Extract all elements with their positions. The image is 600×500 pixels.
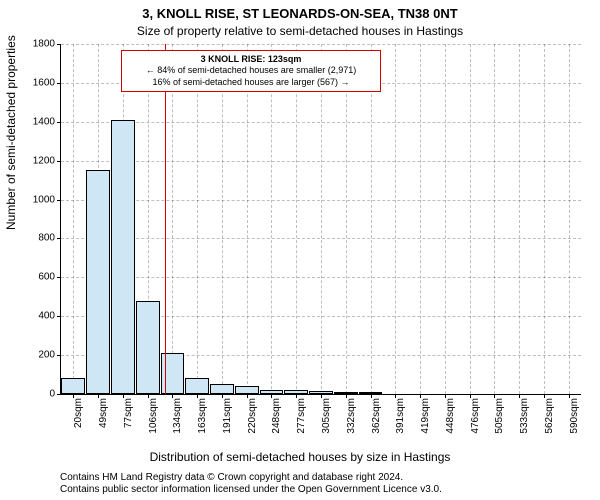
histogram-bar <box>210 384 234 394</box>
xtick-label: 419sqm <box>420 398 431 434</box>
xtick-label: 49sqm <box>98 398 109 428</box>
histogram-bar <box>359 392 383 394</box>
ytick <box>57 161 61 162</box>
gridline-v <box>494 44 495 394</box>
ytick <box>57 122 61 123</box>
xtick-label: 134sqm <box>172 398 183 434</box>
ytick-label: 1600 <box>33 77 55 88</box>
ytick-label: 200 <box>38 350 55 361</box>
histogram-bar <box>260 390 284 394</box>
histogram-bar <box>61 378 85 394</box>
xtick-label: 305sqm <box>321 398 332 434</box>
caption-line1: Contains HM Land Registry data © Crown c… <box>60 472 442 484</box>
chart-plot-area: 02004006008001000120014001600180020sqm49… <box>60 44 581 395</box>
ytick <box>57 200 61 201</box>
ytick-label: 400 <box>38 311 55 322</box>
xtick-label: 191sqm <box>222 398 233 434</box>
gridline-v <box>445 44 446 394</box>
xtick-label: 391sqm <box>395 398 406 434</box>
xtick-label: 533sqm <box>519 398 530 434</box>
chart-title-line2: Size of property relative to semi-detach… <box>0 24 600 38</box>
chart-title-line1: 3, KNOLL RISE, ST LEONARDS-ON-SEA, TN38 … <box>0 6 600 21</box>
xtick-label: 248sqm <box>271 398 282 434</box>
xtick-label: 505sqm <box>494 398 505 434</box>
gridline-v <box>346 44 347 394</box>
xtick-label: 476sqm <box>470 398 481 434</box>
gridline-v <box>222 44 223 394</box>
xtick-label: 220sqm <box>247 398 258 434</box>
ytick-label: 1400 <box>33 116 55 127</box>
xtick-label: 163sqm <box>197 398 208 434</box>
histogram-bar <box>111 120 135 394</box>
xtick-label: 277sqm <box>296 398 307 434</box>
histogram-bar <box>136 301 160 394</box>
histogram-bar <box>86 170 110 394</box>
ytick-label: 800 <box>38 233 55 244</box>
ytick-label: 1000 <box>33 194 55 205</box>
gridline-v <box>197 44 198 394</box>
gridline-v <box>296 44 297 394</box>
reference-line <box>165 44 166 394</box>
xtick-label: 448sqm <box>445 398 456 434</box>
gridline-v <box>247 44 248 394</box>
xtick-label: 332sqm <box>346 398 357 434</box>
histogram-bar <box>309 391 333 394</box>
caption-line2: Contains public sector information licen… <box>60 484 442 496</box>
ytick-label: 1800 <box>33 39 55 50</box>
gridline-v <box>544 44 545 394</box>
xtick-label: 77sqm <box>123 398 134 428</box>
ytick <box>57 238 61 239</box>
ytick <box>57 44 61 45</box>
gridline-v <box>73 44 74 394</box>
gridline-v <box>271 44 272 394</box>
histogram-bar <box>284 390 308 394</box>
histogram-bar <box>185 378 209 394</box>
histogram-bar <box>334 392 358 394</box>
annotation-line2: ← 84% of semi-detached houses are smalle… <box>128 65 374 76</box>
xtick-label: 590sqm <box>569 398 580 434</box>
y-axis-label: Number of semi-detached properties <box>4 35 18 230</box>
annotation-box: 3 KNOLL RISE: 123sqm← 84% of semi-detach… <box>121 50 381 92</box>
ytick <box>57 316 61 317</box>
xtick-label: 562sqm <box>544 398 555 434</box>
chart-caption: Contains HM Land Registry data © Crown c… <box>60 472 442 496</box>
ytick-label: 600 <box>38 272 55 283</box>
x-axis-label: Distribution of semi-detached houses by … <box>0 450 600 464</box>
gridline-v <box>172 44 173 394</box>
xtick-label: 20sqm <box>73 398 84 428</box>
gridline-v <box>371 44 372 394</box>
xtick-label: 362sqm <box>371 398 382 434</box>
gridline-v <box>519 44 520 394</box>
gridline-v <box>569 44 570 394</box>
annotation-line3: 16% of semi-detached houses are larger (… <box>128 77 374 88</box>
ytick-label: 0 <box>49 389 55 400</box>
gridline-v <box>470 44 471 394</box>
annotation-title: 3 KNOLL RISE: 123sqm <box>128 54 374 65</box>
ytick <box>57 83 61 84</box>
histogram-bar <box>235 386 259 394</box>
xtick-label: 106sqm <box>148 398 159 434</box>
gridline-v <box>420 44 421 394</box>
ytick-label: 1200 <box>33 155 55 166</box>
ytick <box>57 355 61 356</box>
gridline-v <box>395 44 396 394</box>
ytick <box>57 394 61 395</box>
ytick <box>57 277 61 278</box>
gridline-v <box>321 44 322 394</box>
